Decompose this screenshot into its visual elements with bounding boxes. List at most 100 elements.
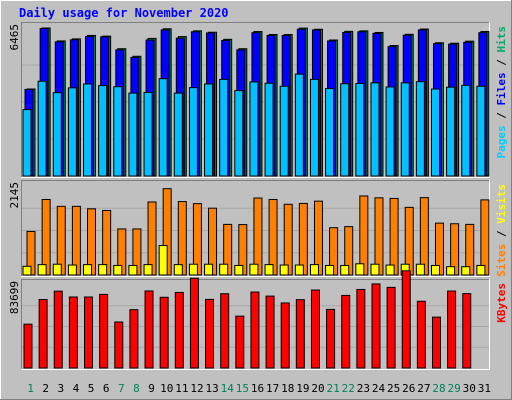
bar-kbytes-day-21 [326,308,336,369]
bar-pages-day-30 [461,84,471,177]
x-tick-day-4: 4 [73,382,80,395]
x-tick-day-1: 1 [27,382,34,395]
series-kbytes [23,270,472,369]
bar-sites-day-23 [359,195,369,276]
bar-pages-day-8 [128,92,138,177]
bar-kbytes-day-12 [189,277,199,369]
x-tick-day-13: 13 [205,382,218,395]
x-tick-day-28: 28 [432,382,445,395]
bar-pages-day-14 [219,78,229,177]
bar-kbytes-day-23 [356,288,366,369]
bar-pages-day-2 [37,80,47,177]
bar-pages-day-26 [400,82,410,177]
x-tick-day-30: 30 [463,382,476,395]
bar-visits-day-24 [370,263,380,276]
bar-pages-day-21 [325,88,335,177]
bar-visits-day-18 [279,264,289,276]
bar-kbytes-day-19 [295,299,305,369]
legend-part: Files [495,72,508,105]
x-tick-day-6: 6 [103,382,110,395]
x-tick-day-18: 18 [281,382,294,395]
bar-visits-day-20 [309,264,319,276]
bar-visits-day-3 [52,263,62,276]
panel-pages-files-hits: 6465 Pages / Files / Hits [8,22,508,178]
bar-visits-day-19 [294,264,304,276]
legend-kbytes: KBytes [495,283,508,323]
bar-visits-day-5 [83,264,93,276]
bar-visits-day-14 [219,263,229,276]
bar-pages-day-6 [98,85,108,177]
bar-pages-day-20 [309,78,319,177]
bar-visits-day-13 [204,263,214,276]
bar-pages-day-17 [264,82,274,177]
legend-visits-sites: Sites / Visits [495,184,508,277]
bar-sites-day-16 [253,197,263,276]
bar-pages-day-11 [173,92,183,177]
bar-pages-day-3 [52,92,62,177]
bar-kbytes-day-28 [431,316,441,369]
x-tick-day-19: 19 [296,382,309,395]
bar-kbytes-day-17 [265,295,275,369]
bar-visits-day-23 [355,263,365,276]
bar-visits-day-9 [143,264,153,276]
legend-part: / [495,53,508,73]
bar-visits-day-16 [249,263,259,276]
bar-sites-day-27 [419,197,429,276]
x-tick-day-7: 7 [118,382,125,395]
panel-visits-sites: 2145 Sites / Visits [8,180,508,277]
bar-kbytes-day-6 [99,293,109,369]
bar-pages-day-9 [143,91,153,177]
bar-pages-day-24 [370,82,380,177]
bar-visits-day-31 [476,264,486,276]
x-tick-day-26: 26 [402,382,415,395]
x-axis-labels: 1 2 3 4 5 6 7 8 9 10 11 12 13 14 15 16 17 18 19 20 21 22 23 24 2… [27,382,491,395]
bar-sites-day-24 [374,197,384,276]
x-tick-day-5: 5 [88,382,95,395]
bar-sites-day-25 [389,197,399,276]
y-max-label: 6465 [8,24,21,51]
x-tick-day-20: 20 [311,382,324,395]
x-tick-day-10: 10 [160,382,173,395]
x-tick-day-2: 2 [42,382,49,395]
bar-kbytes-day-8 [129,309,139,369]
legend-part: KBytes [495,283,508,323]
bar-kbytes-day-10 [159,296,169,369]
bar-pages-day-7 [113,86,123,177]
legend-part: Visits [495,184,508,224]
series-sites [26,188,490,276]
x-tick-day-8: 8 [133,382,140,395]
bar-visits-day-10 [158,245,168,276]
bar-kbytes-day-11 [174,291,184,369]
bar-kbytes-day-14 [220,293,230,369]
bar-visits-day-1 [22,265,32,276]
bar-visits-day-4 [67,264,77,276]
bar-kbytes-day-3 [53,290,63,369]
bar-kbytes-day-30 [462,293,472,369]
x-tick-day-12: 12 [190,382,203,395]
bar-visits-day-2 [37,264,47,276]
bar-sites-day-20 [313,200,323,276]
bar-kbytes-day-22 [341,294,351,369]
x-tick-day-11: 11 [175,382,188,395]
bar-visits-day-15 [234,264,244,276]
x-tick-day-14: 14 [221,382,235,395]
bar-pages-day-25 [385,86,395,177]
legend-part: Pages [495,125,508,158]
legend-part: / [495,224,508,244]
bar-kbytes-day-4 [68,296,78,369]
bar-visits-day-29 [446,266,456,276]
bar-kbytes-day-1 [23,323,33,369]
bar-kbytes-day-18 [280,302,290,369]
x-tick-day-17: 17 [266,382,279,395]
y-max-label: 83699 [8,281,21,314]
series-pages [22,73,486,177]
bar-kbytes-day-27 [416,300,426,369]
bar-kbytes-day-13 [205,298,215,369]
bar-kbytes-day-26 [401,270,411,369]
bar-visits-day-25 [385,264,395,276]
chart-panels: 6465 Pages / Files / Hits 2145 Sites / Visi… [8,22,508,370]
legend-part: / [495,106,508,126]
bar-sites-day-18 [283,203,293,276]
x-tick-day-15: 15 [236,382,249,395]
